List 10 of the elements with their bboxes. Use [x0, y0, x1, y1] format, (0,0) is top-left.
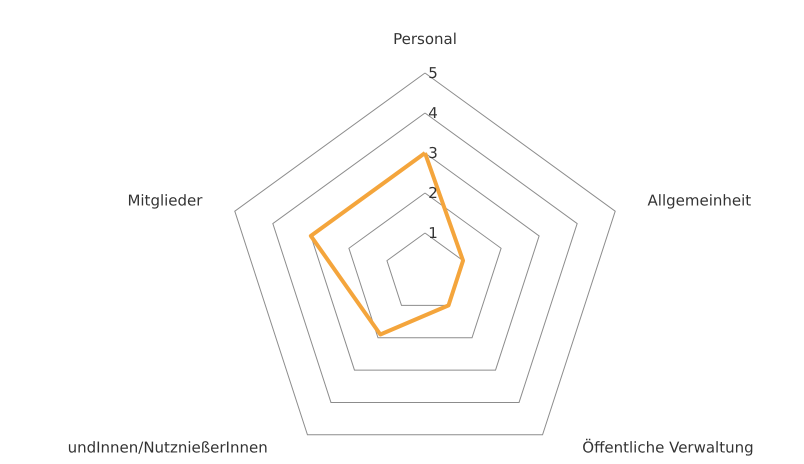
y-tick-label: 2 — [428, 184, 438, 202]
spoke-label: Mitglieder — [127, 192, 204, 210]
y-tick-label: 5 — [428, 64, 438, 82]
spoke-label: Personal — [393, 30, 457, 48]
y-tick-label: 3 — [428, 144, 438, 162]
spoke-label: Allgemeinheit — [648, 192, 752, 210]
spoke-label: Öffentliche Verwaltung — [582, 438, 754, 456]
spoke-label: undInnen/NutznießerInnen — [68, 438, 268, 456]
y-tick-label: 4 — [428, 104, 438, 122]
y-tick-label: 1 — [428, 224, 438, 242]
